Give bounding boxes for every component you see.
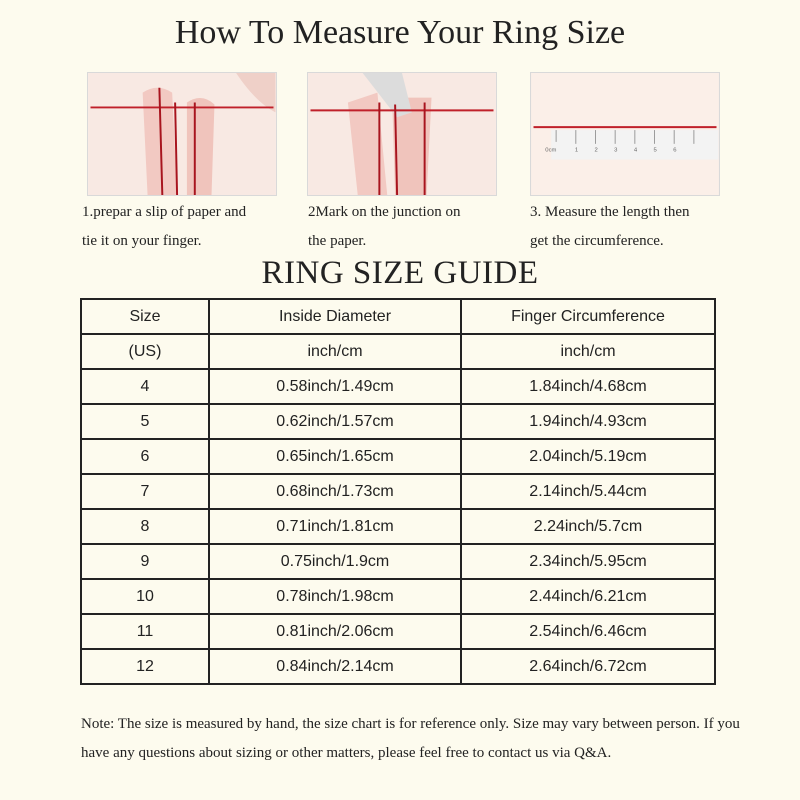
table-cell: 2.04inch/5.19cm [460, 438, 716, 475]
ruler-label: 5 [654, 148, 658, 154]
table-row: 5 0.62inch/1.57cm 1.94inch/4.93cm [80, 403, 716, 440]
step-1-caption: 1.prepar a slip of paper and tie it on yo… [82, 204, 247, 249]
guide-title: RING SIZE GUIDE [261, 255, 539, 291]
table-cell: 0.58inch/1.49cm [208, 368, 462, 405]
table-cell: 1.94inch/4.93cm [460, 403, 716, 440]
table-row: 12 0.84inch/2.14cm 2.64inch/6.72cm [80, 648, 716, 685]
header-cell: Inside Diameter [208, 298, 462, 335]
table-cell: 9 [80, 543, 210, 580]
table-cell: 0.71inch/1.81cm [208, 508, 462, 545]
table-row: 10 0.78inch/1.98cm 2.44inch/6.21cm [80, 578, 716, 615]
table-cell: 0.78inch/1.98cm [208, 578, 462, 615]
page-title: How To Measure Your Ring Size [174, 14, 626, 51]
units-cell: inch/cm [208, 333, 462, 370]
units-cell: (US) [80, 333, 210, 370]
ruler-label: 1 [575, 148, 578, 154]
ruler-label: 3 [614, 148, 618, 154]
table-cell: 2.64inch/6.72cm [460, 648, 716, 685]
table-row: 7 0.68inch/1.73cm 2.14inch/5.44cm [80, 473, 716, 510]
step-2-caption: 2Mark on the junction on the paper. [308, 204, 461, 249]
ruler-label: 4 [634, 148, 638, 154]
table-header-row: Size Inside Diameter Finger Circumferenc… [80, 298, 716, 335]
ruler-label: 6 [673, 148, 677, 154]
header-cell: Size [80, 298, 210, 335]
table-cell: 0.75inch/1.9cm [208, 543, 462, 580]
step-2-photo [307, 72, 497, 196]
table-row: 9 0.75inch/1.9cm 2.34inch/5.95cm [80, 543, 716, 580]
ring-size-table: Size Inside Diameter Finger Circumferenc… [80, 298, 716, 685]
table-cell: 6 [80, 438, 210, 475]
table-cell: 8 [80, 508, 210, 545]
step-1-photo [87, 72, 277, 196]
table-cell: 7 [80, 473, 210, 510]
table-cell: 11 [80, 613, 210, 650]
table-row: 11 0.81inch/2.06cm 2.54inch/6.46cm [80, 613, 716, 650]
units-cell: inch/cm [460, 333, 716, 370]
table-cell: 0.81inch/2.06cm [208, 613, 462, 650]
table-cell: 5 [80, 403, 210, 440]
note-text: Note: The size is measured by hand, the … [81, 716, 740, 761]
table-cell: 2.44inch/6.21cm [460, 578, 716, 615]
header-cell: Finger Circumference [460, 298, 716, 335]
step-3-photo: 0cm 1 2 3 4 5 6 [530, 72, 720, 196]
table-row: 6 0.65inch/1.65cm 2.04inch/5.19cm [80, 438, 716, 475]
table-cell: 1.84inch/4.68cm [460, 368, 716, 405]
table-row: 4 0.58inch/1.49cm 1.84inch/4.68cm [80, 368, 716, 405]
table-cell: 4 [80, 368, 210, 405]
table-cell: 2.34inch/5.95cm [460, 543, 716, 580]
table-units-row: (US) inch/cm inch/cm [80, 333, 716, 370]
table-cell: 2.14inch/5.44cm [460, 473, 716, 510]
table-cell: 0.68inch/1.73cm [208, 473, 462, 510]
ruler-label: 0cm [545, 148, 556, 154]
table-cell: 2.24inch/5.7cm [460, 508, 716, 545]
table-cell: 0.65inch/1.65cm [208, 438, 462, 475]
table-cell: 12 [80, 648, 210, 685]
table-cell: 0.62inch/1.57cm [208, 403, 462, 440]
step-3-caption: 3. Measure the length then get the circum… [530, 204, 690, 249]
table-cell: 0.84inch/2.14cm [208, 648, 462, 685]
ruler-label: 2 [595, 148, 598, 154]
table-row: 8 0.71inch/1.81cm 2.24inch/5.7cm [80, 508, 716, 545]
table-cell: 2.54inch/6.46cm [460, 613, 716, 650]
table-cell: 10 [80, 578, 210, 615]
